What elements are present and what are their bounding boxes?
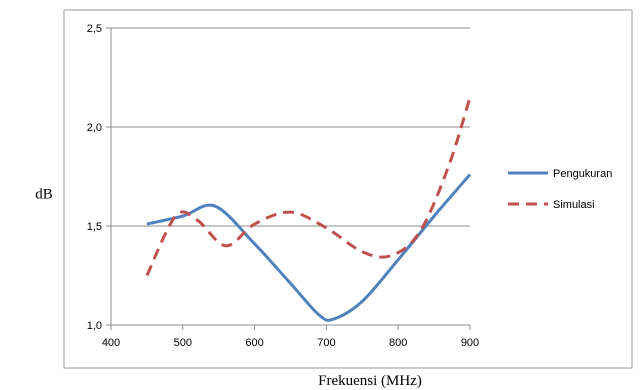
y-tick-label: 1,0 [87, 320, 102, 332]
legend: Pengukuran Simulasi [508, 168, 612, 211]
y-tick-label: 2,0 [87, 122, 102, 134]
y-tick-label: 2,5 [87, 23, 102, 35]
x-tick-label: 700 [317, 337, 335, 349]
axes [106, 27, 471, 330]
series-lines [145, 96, 472, 322]
legend-label-simulasi: Simulasi [553, 199, 595, 211]
chart-area-border [63, 9, 633, 369]
series-line-pengukuran [146, 173, 472, 322]
series-line-simulasi [145, 96, 472, 277]
x-tick-label: 400 [102, 337, 120, 349]
y-tick-label: 1,5 [87, 221, 102, 233]
x-tick-label: 800 [389, 337, 407, 349]
x-tick-label: 900 [461, 337, 479, 349]
legend-label-pengukuran: Pengukuran [553, 168, 612, 180]
x-tick-label: 600 [245, 337, 263, 349]
tick-labels: 1,0 1,5 2,0 2,5 400 500 600 700 800 900 [87, 23, 479, 349]
x-axis-title: Frekuensi (MHz) [318, 373, 422, 389]
x-tick-label: 500 [174, 337, 192, 349]
y-axis-title: dB [35, 186, 53, 202]
